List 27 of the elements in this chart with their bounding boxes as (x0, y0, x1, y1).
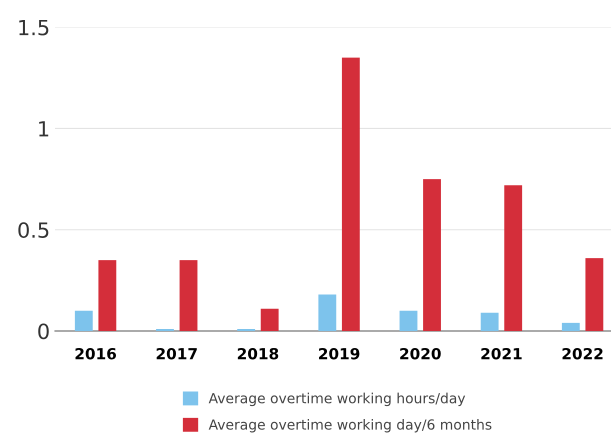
bar (318, 294, 336, 332)
bar (98, 260, 116, 332)
bar (480, 312, 499, 332)
x-tick-label: 2018 (238, 348, 278, 360)
x-tick-label: 2016 (76, 348, 116, 360)
bar (260, 308, 279, 332)
x-tick-label: 2022 (562, 348, 603, 360)
bar (504, 185, 522, 332)
x-tick-label: 2017 (156, 348, 197, 360)
bar (156, 328, 174, 332)
bar (400, 310, 418, 332)
x-tick-label: 2020 (400, 348, 441, 360)
legend-label: Average overtime working hours/day (208, 392, 466, 406)
y-tick-label: 0 (38, 323, 49, 340)
bar (342, 58, 360, 332)
bar (180, 260, 198, 332)
bar (237, 328, 256, 332)
y-tick-label: 0.5 (18, 222, 48, 238)
bar (562, 322, 580, 332)
x-tick-label: 2021 (481, 348, 522, 360)
x-tick-label: 2019 (319, 348, 360, 360)
bar (74, 310, 93, 332)
y-tick-label: 1 (39, 121, 48, 136)
y-tick-label: 1.5 (19, 20, 48, 36)
bar (423, 179, 441, 332)
legend-label: Average overtime working day/6 months (208, 419, 492, 432)
bar (585, 258, 604, 332)
